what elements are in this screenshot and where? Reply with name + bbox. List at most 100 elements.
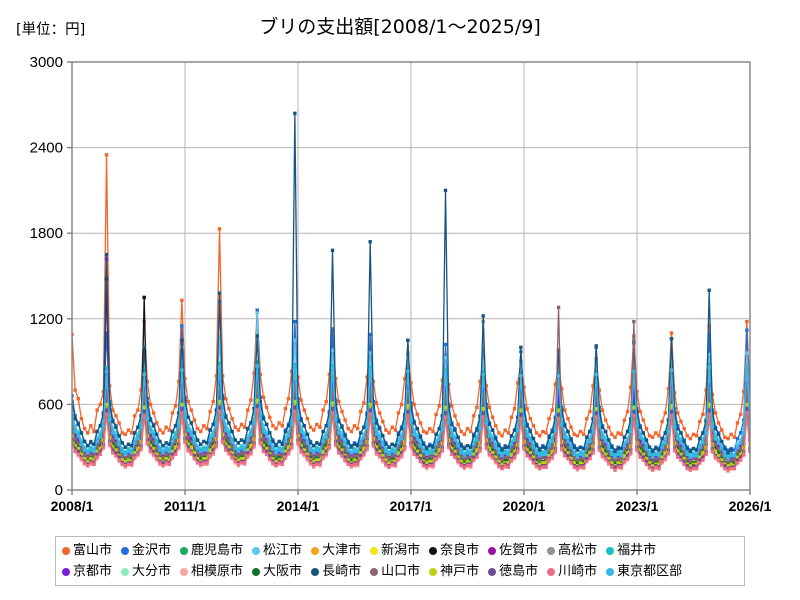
legend-item-長崎市[interactable]: 長崎市 — [311, 565, 361, 578]
series-marker — [512, 441, 517, 445]
legend-item-新潟市[interactable]: 新潟市 — [370, 544, 420, 557]
series-marker — [650, 468, 655, 472]
series-marker — [111, 438, 115, 442]
series-marker — [556, 416, 561, 421]
series-marker — [283, 455, 288, 459]
series-marker — [299, 446, 303, 451]
series-marker — [603, 435, 608, 439]
series-marker — [591, 451, 595, 455]
legend-item-川崎市[interactable]: 川崎市 — [547, 565, 597, 578]
series-marker — [123, 464, 128, 468]
legend-item-京都市[interactable]: 京都市 — [62, 565, 112, 578]
series-marker — [647, 434, 652, 438]
series-marker — [258, 372, 263, 377]
series-marker — [481, 411, 485, 415]
legend-item-大分市[interactable]: 大分市 — [121, 565, 171, 578]
series-marker — [95, 439, 99, 444]
series-marker — [755, 454, 758, 457]
series-marker — [459, 459, 463, 464]
series-marker — [98, 444, 102, 448]
series-marker — [305, 441, 310, 445]
series-marker — [528, 416, 532, 421]
series-marker — [415, 432, 419, 437]
series-marker — [597, 388, 602, 392]
series-marker — [192, 454, 197, 458]
legend-item-東京都区部[interactable]: 東京都区部 — [606, 565, 682, 578]
series-marker — [120, 431, 124, 435]
series-marker — [114, 431, 118, 435]
series-marker — [283, 439, 288, 444]
series-marker — [654, 465, 658, 469]
series-marker — [522, 408, 526, 412]
series-marker — [186, 445, 190, 449]
series-marker — [233, 446, 237, 451]
legend-item-山口市[interactable]: 山口市 — [370, 565, 420, 578]
series-marker — [528, 448, 532, 452]
series-marker — [129, 462, 134, 467]
legend-item-奈良市[interactable]: 奈良市 — [429, 544, 479, 557]
series-marker — [701, 412, 705, 417]
series-marker — [242, 456, 247, 461]
series-marker — [167, 442, 172, 447]
series-marker — [346, 445, 350, 449]
series-marker — [170, 429, 175, 434]
series-marker — [214, 422, 219, 427]
legend-item-高松市[interactable]: 高松市 — [547, 544, 597, 557]
series-marker — [217, 395, 222, 399]
series-marker — [691, 466, 696, 471]
legend-label: 東京都区部 — [617, 564, 683, 579]
series-marker — [418, 421, 423, 425]
series-marker — [556, 348, 561, 352]
series-marker — [230, 445, 234, 449]
series-marker — [758, 455, 761, 458]
series-marker — [214, 444, 219, 448]
series-marker — [431, 459, 435, 464]
series-marker — [120, 441, 124, 445]
series-marker — [155, 432, 159, 437]
series-marker — [377, 446, 382, 451]
series-marker — [76, 438, 80, 442]
series-marker — [616, 452, 620, 457]
series-marker — [525, 424, 529, 428]
series-marker — [581, 454, 586, 458]
series-marker — [261, 446, 266, 451]
legend-item-福井市[interactable]: 福井市 — [606, 544, 656, 557]
series-marker — [95, 452, 99, 457]
series-marker — [701, 458, 705, 462]
series-marker — [211, 429, 215, 434]
series-marker — [716, 441, 721, 445]
legend-item-大津市[interactable]: 大津市 — [311, 544, 361, 557]
series-marker — [758, 461, 761, 464]
series-marker — [494, 459, 498, 464]
series-marker — [588, 439, 592, 444]
series-marker — [217, 379, 222, 384]
series-marker — [758, 461, 761, 464]
series-marker — [726, 451, 730, 455]
legend-item-相模原市[interactable]: 相模原市 — [180, 565, 243, 578]
series-marker — [340, 409, 344, 414]
legend-item-徳島市[interactable]: 徳島市 — [488, 565, 538, 578]
series-marker — [698, 458, 702, 462]
legend-item-神戸市[interactable]: 神戸市 — [429, 565, 479, 578]
series-marker — [377, 426, 382, 431]
series-marker — [384, 458, 388, 462]
series-marker — [340, 441, 344, 445]
series-marker — [758, 453, 761, 456]
series-marker — [290, 429, 294, 434]
legend-item-大阪市[interactable]: 大阪市 — [252, 565, 302, 578]
legend-item-佐賀市[interactable]: 佐賀市 — [488, 544, 538, 557]
series-marker — [600, 454, 605, 458]
series-marker — [374, 432, 379, 437]
series-marker — [324, 444, 328, 448]
legend-item-金沢市[interactable]: 金沢市 — [121, 544, 171, 557]
series-marker — [98, 402, 102, 407]
legend-item-鹿児島市[interactable]: 鹿児島市 — [180, 544, 243, 557]
legend-item-松江市[interactable]: 松江市 — [252, 544, 302, 557]
series-marker — [85, 455, 90, 459]
series-marker — [443, 405, 448, 409]
legend-item-富山市[interactable]: 富山市 — [62, 544, 112, 557]
series-marker — [755, 460, 758, 463]
series-marker — [142, 359, 146, 364]
series-marker — [418, 448, 423, 452]
series-marker — [158, 452, 162, 457]
